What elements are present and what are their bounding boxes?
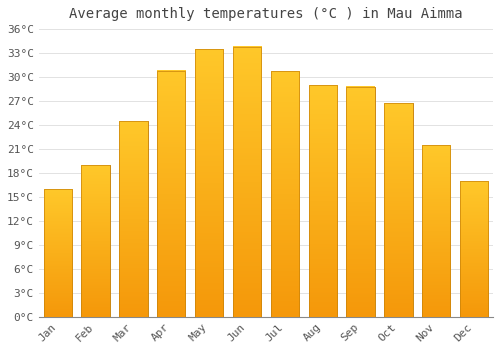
Bar (157, 71, 186, 317)
Title: Average monthly temperatures (°C ) in Mau Aimma: Average monthly temperatures (°C ) in Ma… (69, 7, 462, 21)
Bar (119, 121, 148, 317)
Bar (195, 49, 224, 317)
Bar (460, 181, 488, 317)
Bar (157, 71, 186, 317)
Bar (384, 103, 412, 317)
Bar (308, 85, 337, 317)
Bar (384, 103, 412, 317)
Bar (270, 71, 299, 317)
Bar (119, 121, 148, 317)
Bar (44, 189, 72, 317)
Bar (44, 189, 72, 317)
Bar (82, 165, 110, 317)
Bar (195, 49, 224, 317)
Bar (422, 145, 450, 317)
Bar (270, 71, 299, 317)
Bar (308, 85, 337, 317)
Bar (233, 47, 261, 317)
Bar (82, 165, 110, 317)
Bar (422, 145, 450, 317)
Bar (460, 181, 488, 317)
Bar (346, 86, 375, 317)
Bar (233, 47, 261, 317)
Bar (346, 86, 375, 317)
